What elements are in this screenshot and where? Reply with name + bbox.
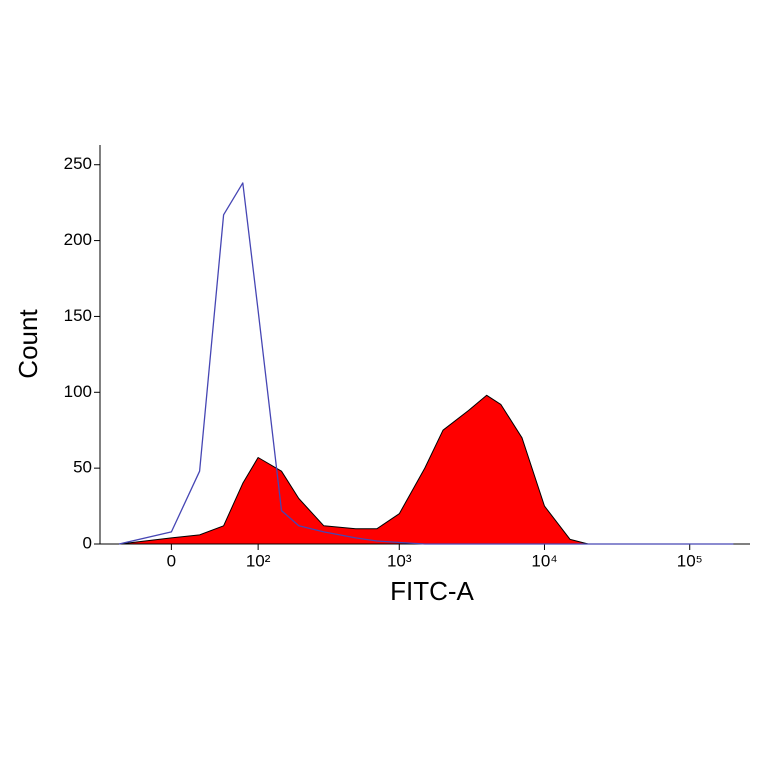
y-axis-label: Count	[13, 309, 43, 379]
x-tick-label: 10⁵	[677, 551, 703, 570]
y-tick-label: 50	[73, 458, 92, 477]
x-tick-label: 10³	[387, 551, 412, 570]
histogram-area	[118, 394, 734, 545]
x-tick-label: 10⁴	[531, 551, 557, 570]
y-tick-label: 0	[83, 533, 92, 552]
x-tick-label: 0	[167, 551, 176, 570]
y-tick-label: 250	[64, 154, 92, 173]
y-tick-label: 200	[64, 230, 92, 249]
y-tick-label: 150	[64, 306, 92, 325]
x-tick-label: 10²	[246, 551, 271, 570]
histogram-line	[118, 182, 734, 545]
y-tick-label: 100	[64, 382, 92, 401]
x-axis-label: FITC-A	[390, 576, 474, 606]
